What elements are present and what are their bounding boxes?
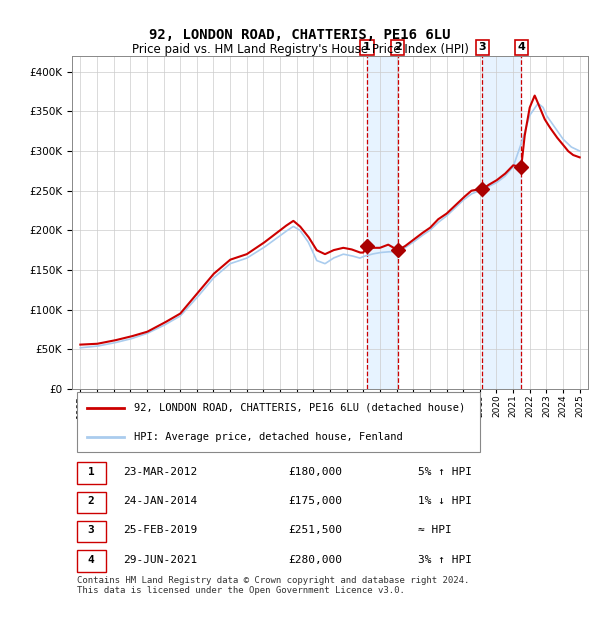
Text: 1: 1 [363, 42, 371, 53]
Text: This data is licensed under the Open Government Licence v3.0.: This data is licensed under the Open Gov… [77, 587, 405, 595]
Text: 2: 2 [394, 42, 401, 53]
FancyBboxPatch shape [77, 463, 106, 484]
Text: 4: 4 [517, 42, 525, 53]
Text: 23-MAR-2012: 23-MAR-2012 [124, 467, 198, 477]
Text: £280,000: £280,000 [289, 555, 343, 565]
Text: HPI: Average price, detached house, Fenland: HPI: Average price, detached house, Fenl… [134, 432, 403, 442]
Text: 29-JUN-2021: 29-JUN-2021 [124, 555, 198, 565]
Text: 2: 2 [88, 496, 94, 506]
Text: 25-FEB-2019: 25-FEB-2019 [124, 525, 198, 535]
Text: £175,000: £175,000 [289, 496, 343, 506]
FancyBboxPatch shape [77, 521, 106, 542]
Text: ≈ HPI: ≈ HPI [418, 525, 451, 535]
FancyBboxPatch shape [77, 392, 479, 453]
Text: Contains HM Land Registry data © Crown copyright and database right 2024.: Contains HM Land Registry data © Crown c… [77, 576, 470, 585]
Text: 4: 4 [88, 555, 94, 565]
Text: Price paid vs. HM Land Registry's House Price Index (HPI): Price paid vs. HM Land Registry's House … [131, 43, 469, 56]
Bar [482, 56, 521, 389]
Text: 92, LONDON ROAD, CHATTERIS, PE16 6LU (detached house): 92, LONDON ROAD, CHATTERIS, PE16 6LU (de… [134, 403, 465, 413]
Text: 5% ↑ HPI: 5% ↑ HPI [418, 467, 472, 477]
Text: 92, LONDON ROAD, CHATTERIS, PE16 6LU: 92, LONDON ROAD, CHATTERIS, PE16 6LU [149, 28, 451, 42]
Text: 24-JAN-2014: 24-JAN-2014 [124, 496, 198, 506]
Text: 3: 3 [88, 525, 94, 535]
Text: £180,000: £180,000 [289, 467, 343, 477]
Text: £251,500: £251,500 [289, 525, 343, 535]
FancyBboxPatch shape [77, 551, 106, 572]
Text: 3: 3 [478, 42, 486, 53]
Bar [367, 56, 398, 389]
Text: 1% ↓ HPI: 1% ↓ HPI [418, 496, 472, 506]
Text: 3% ↑ HPI: 3% ↑ HPI [418, 555, 472, 565]
FancyBboxPatch shape [77, 492, 106, 513]
Text: 1: 1 [88, 467, 94, 477]
